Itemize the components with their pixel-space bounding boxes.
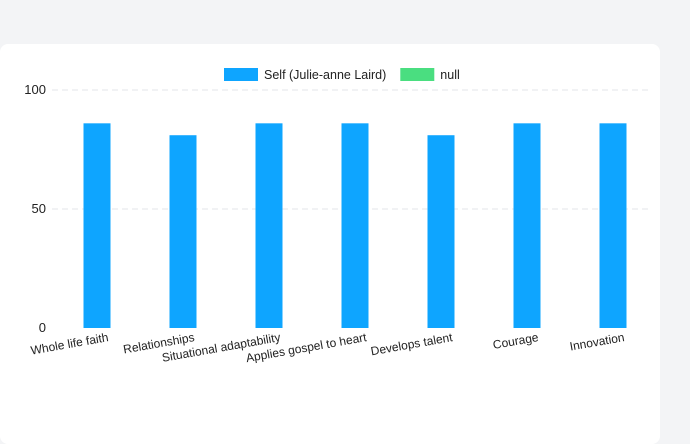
- x-axis-labels: Whole life faith RelationshipsSituational…: [30, 330, 626, 365]
- bar[interactable]: [255, 123, 283, 328]
- y-axis-ticks: 0 50 100: [24, 82, 46, 335]
- bars: [83, 123, 627, 328]
- bar[interactable]: [83, 123, 111, 328]
- bar[interactable]: [599, 123, 627, 328]
- bar[interactable]: [427, 135, 455, 328]
- legend-label: null: [440, 68, 459, 82]
- legend-item[interactable]: null: [400, 68, 460, 82]
- y-tick-label: 100: [24, 82, 46, 97]
- legend-swatch: [224, 68, 258, 81]
- x-tick-label: Courage: [492, 330, 540, 352]
- y-tick-label: 0: [39, 320, 46, 335]
- x-tick-label: Develops talent: [370, 330, 455, 358]
- x-tick-label: Innovation: [569, 330, 626, 353]
- legend-item[interactable]: Self (Julie-anne Laird): [224, 68, 386, 82]
- y-tick-label: 50: [32, 201, 46, 216]
- legend: Self (Julie-anne Laird) null: [224, 68, 460, 82]
- bar[interactable]: [513, 123, 541, 328]
- legend-swatch: [400, 68, 435, 81]
- legend-label: Self (Julie-anne Laird): [264, 68, 386, 82]
- bar[interactable]: [169, 135, 197, 328]
- bar[interactable]: [341, 123, 369, 328]
- bar-chart: 0 50 100 Whole life faith RelationshipsSitu…: [24, 68, 652, 365]
